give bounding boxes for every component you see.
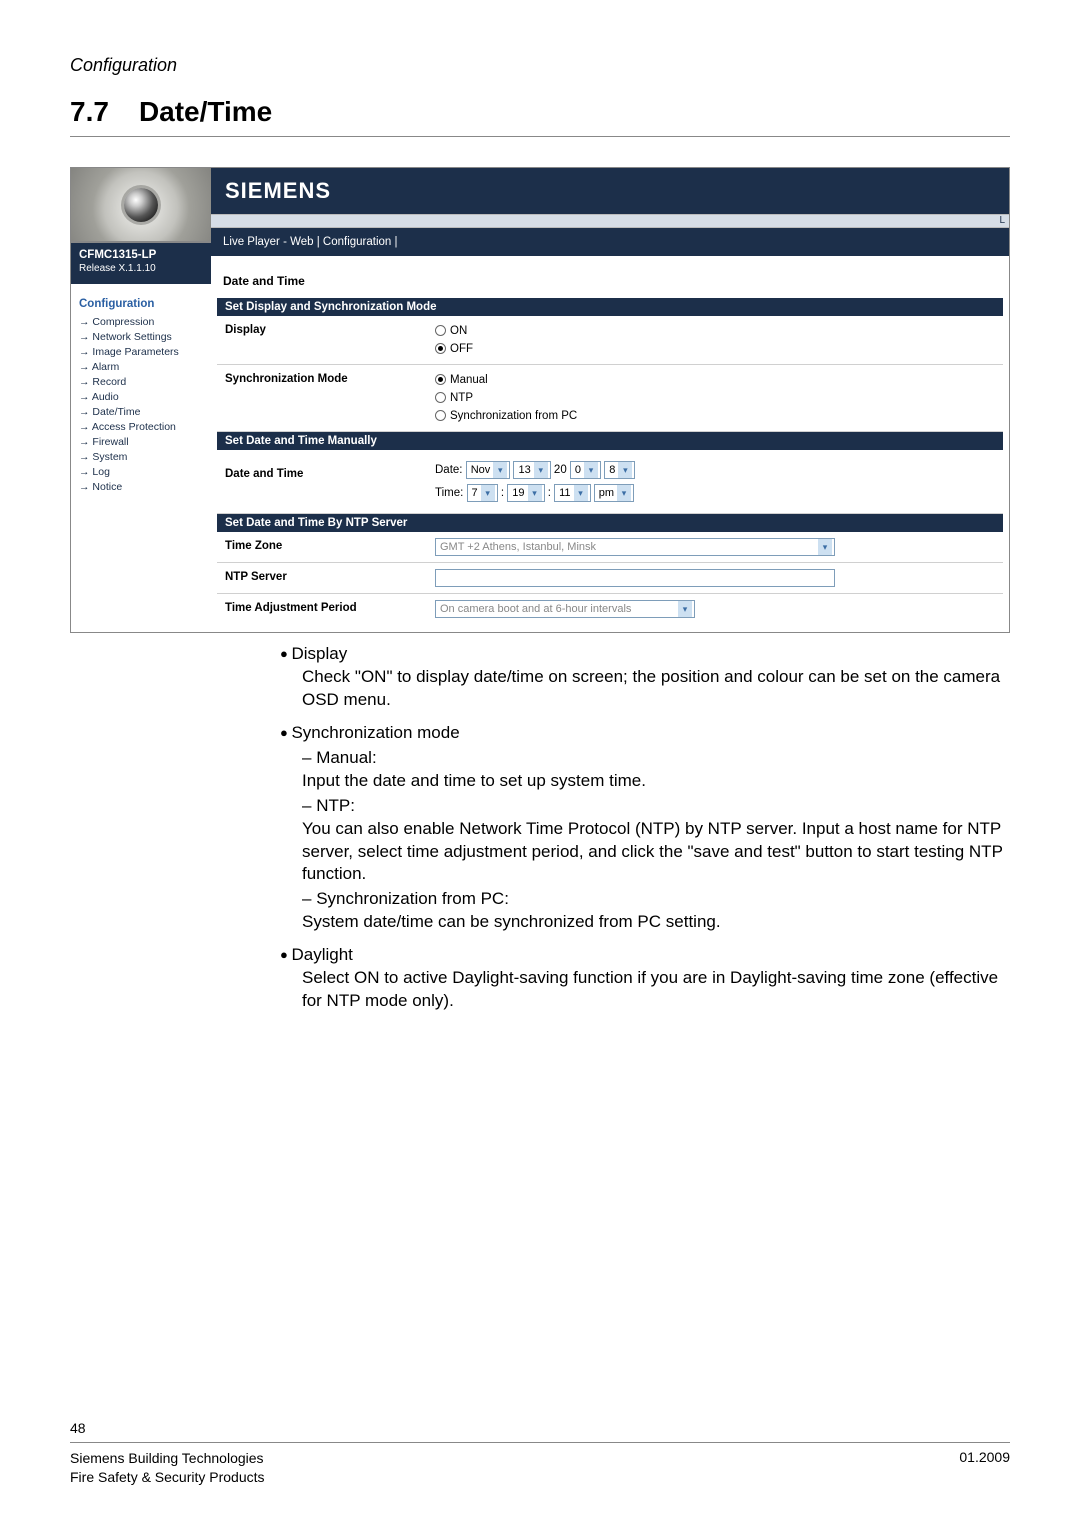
- sub-ntp-text: You can also enable Network Time Protoco…: [302, 818, 1010, 887]
- chevron-down-icon: ▾: [678, 601, 692, 617]
- chevron-down-icon: ▾: [617, 485, 631, 501]
- radio-sync-manual[interactable]: [435, 374, 446, 385]
- radio-label-on: ON: [450, 325, 467, 337]
- bullet-sync-title: Synchronization mode: [280, 723, 460, 742]
- nav-record[interactable]: Record: [79, 374, 203, 389]
- select-ampm[interactable]: pm▾: [594, 484, 634, 502]
- select-day[interactable]: 13▾: [513, 461, 550, 479]
- nav-system[interactable]: System: [79, 449, 203, 464]
- radio-label-manual: Manual: [450, 374, 488, 386]
- select-timezone[interactable]: GMT +2 Athens, Istanbul, Minsk▾: [435, 538, 835, 556]
- select-adjust-period[interactable]: On camera boot and at 6-hour intervals▾: [435, 600, 695, 618]
- nav-network[interactable]: Network Settings: [79, 329, 203, 344]
- radio-display-off[interactable]: [435, 343, 446, 354]
- bullet-daylight-title: Daylight: [280, 945, 353, 964]
- radio-display-on[interactable]: [435, 325, 446, 336]
- camera-image: [71, 168, 211, 243]
- section-heading: 7.7 Date/Time: [70, 96, 1010, 137]
- bullet-daylight-text: Select ON to active Daylight-saving func…: [302, 967, 1010, 1013]
- camera-lens-icon: [124, 188, 158, 222]
- bullet-display-text: Check "ON" to display date/time on scree…: [302, 666, 1010, 712]
- radio-label-ntp: NTP: [450, 392, 473, 404]
- select-year2[interactable]: 8▾: [604, 461, 635, 479]
- chevron-down-icon: ▾: [493, 462, 507, 478]
- ss-sidebar: CFMC1315-LP Release X.1.1.10 Configurati…: [71, 168, 211, 632]
- date-label: Date:: [435, 464, 463, 476]
- model-block: CFMC1315-LP Release X.1.1.10: [71, 243, 211, 284]
- nav-audio[interactable]: Audio: [79, 389, 203, 404]
- sub-pc-title: Synchronization from PC:: [302, 889, 509, 908]
- ss-breadcrumb: Live Player - Web | Configuration |: [211, 228, 1009, 256]
- chevron-down-icon: ▾: [618, 462, 632, 478]
- nav-access[interactable]: Access Protection: [79, 419, 203, 434]
- page-footer: 48 Siemens Building Technologies Fire Sa…: [70, 1420, 1010, 1487]
- page-number: 48: [70, 1420, 1010, 1436]
- select-minute[interactable]: 19▾: [507, 484, 544, 502]
- bullet-display-title: Display: [280, 644, 347, 663]
- footer-date: 01.2009: [959, 1449, 1010, 1487]
- century-label: 20: [554, 464, 567, 476]
- chevron-down-icon: ▾: [534, 462, 548, 478]
- radio-label-pc: Synchronization from PC: [450, 410, 577, 422]
- footer-company: Siemens Building Technologies: [70, 1449, 265, 1468]
- label-timezone: Time Zone: [217, 532, 427, 562]
- nav-menu: Configuration Compression Network Settin…: [71, 284, 211, 508]
- chevron-down-icon: ▾: [574, 485, 588, 501]
- siemens-logo: SIEMENS: [211, 168, 1009, 214]
- nav-notice[interactable]: Notice: [79, 479, 203, 494]
- label-adjust-period: Time Adjustment Period: [217, 594, 427, 624]
- header-separator: L: [211, 214, 1009, 228]
- model-number: CFMC1315-LP: [79, 249, 203, 261]
- select-second[interactable]: 11▾: [554, 484, 590, 502]
- config-screenshot: CFMC1315-LP Release X.1.1.10 Configurati…: [70, 167, 1010, 633]
- radio-label-off: OFF: [450, 343, 473, 355]
- input-ntp-server[interactable]: [435, 569, 835, 587]
- nav-title: Configuration: [79, 298, 203, 310]
- section-title: Date/Time: [139, 96, 272, 128]
- ss-main: SIEMENS L Live Player - Web | Configurat…: [211, 168, 1009, 632]
- select-year1[interactable]: 0▾: [570, 461, 601, 479]
- chevron-down-icon: ▾: [528, 485, 542, 501]
- panel-title: Date and Time: [217, 270, 1003, 298]
- label-date-time: Date and Time: [217, 450, 427, 513]
- nav-compression[interactable]: Compression: [79, 314, 203, 329]
- select-month[interactable]: Nov▾: [466, 461, 511, 479]
- nav-alarm[interactable]: Alarm: [79, 359, 203, 374]
- sub-manual-title: Manual:: [302, 748, 377, 767]
- nav-firewall[interactable]: Firewall: [79, 434, 203, 449]
- radio-sync-pc[interactable]: [435, 410, 446, 421]
- nav-log[interactable]: Log: [79, 464, 203, 479]
- footer-division: Fire Safety & Security Products: [70, 1468, 265, 1487]
- radio-sync-ntp[interactable]: [435, 392, 446, 403]
- nav-image-params[interactable]: Image Parameters: [79, 344, 203, 359]
- sub-ntp-title: NTP:: [302, 796, 355, 815]
- section-ntp: Set Date and Time By NTP Server: [217, 514, 1003, 532]
- doc-bullets: Display Check "ON" to display date/time …: [280, 643, 1010, 1013]
- select-hour[interactable]: 7▾: [467, 484, 498, 502]
- chevron-down-icon: ▾: [481, 485, 495, 501]
- time-label: Time:: [435, 487, 463, 499]
- section-display-sync: Set Display and Synchronization Mode: [217, 298, 1003, 316]
- release-version: Release X.1.1.10: [79, 263, 203, 274]
- label-sync-mode: Synchronization Mode: [217, 365, 427, 431]
- section-manual: Set Date and Time Manually: [217, 432, 1003, 450]
- label-display: Display: [217, 316, 427, 364]
- chevron-down-icon: ▾: [584, 462, 598, 478]
- nav-datetime[interactable]: Date/Time: [79, 404, 203, 419]
- section-number: 7.7: [70, 96, 109, 128]
- sub-pc-text: System date/time can be synchronized fro…: [302, 911, 1010, 934]
- sub-manual-text: Input the date and time to set up system…: [302, 770, 1010, 793]
- label-ntp-server: NTP Server: [217, 563, 427, 593]
- chevron-down-icon: ▾: [818, 539, 832, 555]
- breadcrumb: Configuration: [70, 55, 1010, 76]
